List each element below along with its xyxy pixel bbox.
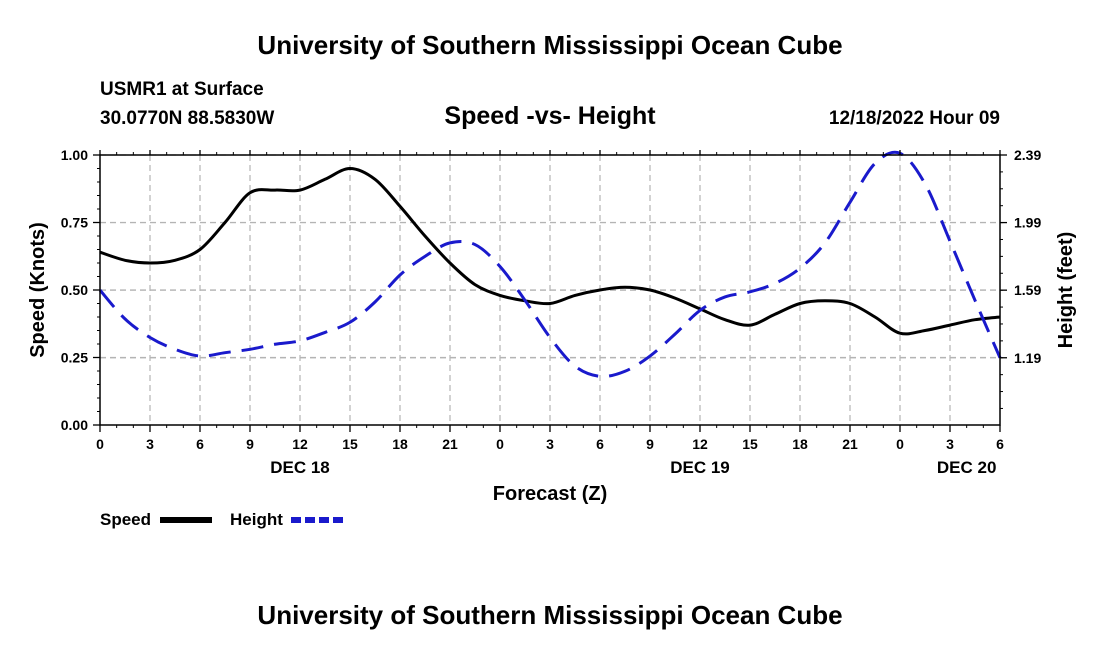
date-label: DEC 19: [670, 458, 730, 477]
y2-axis-title: Height (feet): [1055, 232, 1077, 349]
x-tick-label: 21: [442, 436, 458, 452]
x-tick-label: 9: [246, 436, 254, 452]
x-tick-label: 3: [146, 436, 154, 452]
legend-height-label: Height: [230, 510, 283, 529]
data-point-height: [574, 365, 576, 367]
series-lines: [98, 150, 1002, 379]
data-point-height: [824, 242, 826, 244]
coordinates-label: 30.0770N 88.5830W: [100, 108, 274, 129]
x-tick-label: 15: [342, 436, 358, 452]
x-tick-label: 3: [546, 436, 554, 452]
x-tick-label: 15: [742, 436, 758, 452]
chart-title: Speed -vs- Height: [444, 102, 656, 130]
x-tick-label: 0: [96, 436, 104, 452]
data-point-height: [174, 348, 176, 350]
x-tick-label: 12: [292, 436, 308, 452]
page-title: University of Southern Mississippi Ocean…: [257, 30, 842, 60]
y-tick-label: 0.25: [61, 350, 88, 366]
y-tick-label: 0.75: [61, 215, 88, 231]
series-line-speed: [99, 167, 1001, 336]
x-tick-label: 18: [392, 436, 408, 452]
y2-tick-label: 1.19: [1014, 350, 1041, 366]
data-point-height: [774, 282, 776, 284]
y-tick-label: 0.00: [61, 417, 88, 433]
x-tick-label: 12: [692, 436, 708, 452]
y2-tick-label: 1.99: [1014, 215, 1041, 231]
y-tick-label: 0.50: [61, 282, 88, 298]
legend-speed-label: Speed: [100, 510, 151, 529]
y2-tick-label: 1.59: [1014, 282, 1041, 298]
date-label: DEC 18: [270, 458, 330, 477]
x-tick-label: 6: [996, 436, 1004, 452]
forecast-datetime: 12/18/2022 Hour 09: [829, 108, 1000, 129]
axis-ticks: 0 3 6 9 12 15 18 21 0 3 6 9 12 15 18 21 0 3 6 0.00 0.25 0.50 0…: [61, 147, 1042, 477]
y-axis-title: Speed (Knots): [27, 222, 49, 358]
x-tick-label: 0: [896, 436, 904, 452]
station-label: USMR1 at Surface: [100, 79, 264, 100]
y2-tick-label: 2.39: [1014, 147, 1041, 163]
legend: Speed Height: [100, 510, 343, 529]
x-tick-label: 18: [792, 436, 808, 452]
grid-lines: [100, 154, 1000, 425]
data-point-height: [924, 183, 926, 185]
x-tick-label: 3: [946, 436, 954, 452]
x-tick-label: 21: [842, 436, 858, 452]
series-line-height: [98, 150, 1002, 379]
x-tick-label: 6: [196, 436, 204, 452]
x-tick-label: 6: [596, 436, 604, 452]
x-tick-label: 9: [646, 436, 654, 452]
x-axis-title: Forecast (Z): [493, 483, 607, 505]
x-tick-label: 0: [496, 436, 504, 452]
date-label: DEC 20: [937, 458, 997, 477]
y-tick-label: 1.00: [61, 147, 88, 163]
footer-title: University of Southern Mississippi Ocean…: [257, 600, 842, 630]
